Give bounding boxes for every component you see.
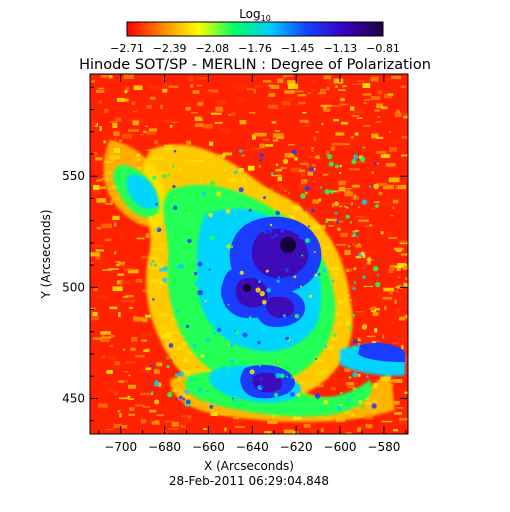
- x-tick-label: −660: [192, 440, 225, 454]
- y-tick-label: 550: [62, 169, 85, 183]
- x-tick-label: −600: [324, 440, 357, 454]
- polarization-map: [90, 74, 408, 434]
- colorbar-tick-label: −1.13: [323, 42, 357, 55]
- y-axis-label: Y (Arcseconds): [39, 209, 53, 299]
- colorbar-tick-label: −2.39: [153, 42, 187, 55]
- plot-title: Hinode SOT/SP - MERLIN : Degree of Polar…: [79, 57, 431, 73]
- x-tick-label: −680: [148, 440, 181, 454]
- colorbar-tick-label: −2.08: [195, 42, 229, 55]
- x-axis: −700 −680 −660 −640 −620 −600 −580: [98, 74, 407, 454]
- y-axis: 450 500 550: [62, 86, 408, 422]
- colorbar: Log10 −2.71 −2.39 −2.08 −1.76 −1.45 −1.13 −0.8…: [110, 7, 400, 55]
- colorbar-tick-label: −0.81: [366, 42, 400, 55]
- x-tick-label: −580: [367, 440, 400, 454]
- x-tick-label: −620: [280, 440, 313, 454]
- timestamp: 28-Feb-2011 06:29:04.848: [169, 474, 329, 488]
- y-tick-label: 450: [62, 391, 85, 405]
- colorbar-title: Log10: [239, 7, 271, 23]
- x-axis-label: X (Arcseconds): [204, 459, 294, 473]
- polarization-specks: [149, 149, 381, 411]
- x-tick-label: −640: [236, 440, 269, 454]
- x-tick-label: −700: [104, 440, 137, 454]
- colorbar-tick-label: −1.45: [281, 42, 315, 55]
- plot-frame: [89, 73, 409, 435]
- colorbar-tick-label: −1.76: [238, 42, 272, 55]
- colorbar-strip: [126, 21, 384, 37]
- colorbar-tick-label: −2.71: [110, 42, 144, 55]
- y-tick-label: 500: [62, 280, 85, 294]
- colorbar-tick-labels: −2.71 −2.39 −2.08 −1.76 −1.45 −1.13 −0.81: [110, 42, 400, 55]
